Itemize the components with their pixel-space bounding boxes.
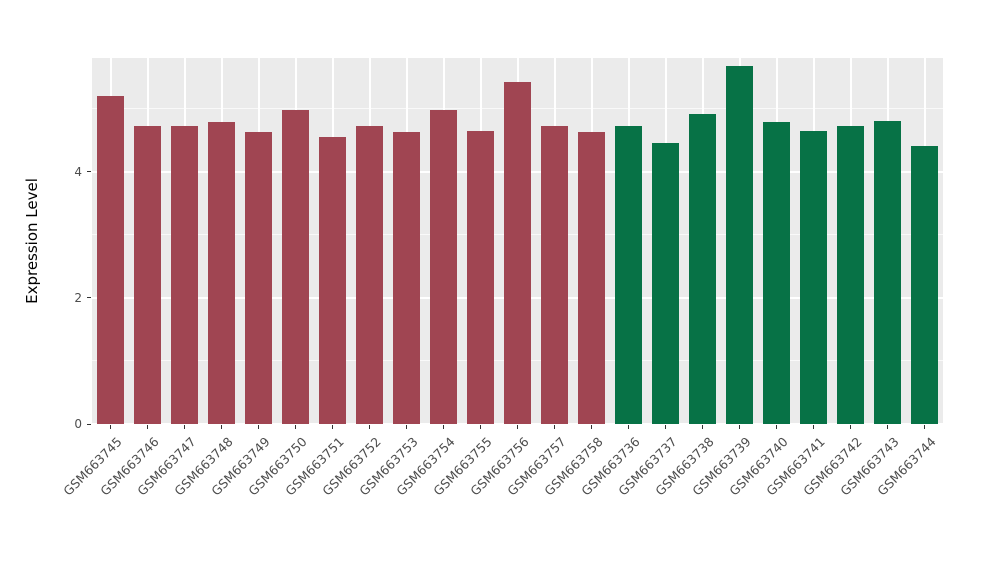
- x-tick-mark: [110, 425, 111, 429]
- x-tick-mark: [295, 425, 296, 429]
- bar-GSM663758: [578, 132, 605, 424]
- x-tick-mark: [554, 425, 555, 429]
- bar-GSM663737: [652, 143, 679, 424]
- x-tick-mark: [591, 425, 592, 429]
- bar-GSM663736: [615, 125, 642, 424]
- x-tick-mark: [147, 425, 148, 429]
- y-tick-label: 4: [74, 164, 82, 179]
- x-tick-mark: [517, 425, 518, 429]
- bar-GSM663739: [726, 65, 753, 424]
- y-tick-mark: [87, 171, 91, 173]
- x-tick-mark: [739, 425, 740, 429]
- y-tick-label: 2: [74, 290, 82, 305]
- bar-GSM663750: [282, 110, 309, 424]
- x-tick-mark: [443, 425, 444, 429]
- bar-GSM663751: [319, 136, 346, 424]
- x-tick-mark: [369, 425, 370, 429]
- x-tick-mark: [332, 425, 333, 429]
- x-tick-mark: [184, 425, 185, 429]
- x-tick-mark: [480, 425, 481, 429]
- bar-GSM663738: [689, 113, 716, 424]
- y-tick-mark: [87, 423, 91, 425]
- bar-GSM663749: [245, 132, 272, 424]
- bar-GSM663742: [837, 125, 864, 424]
- x-tick-mark: [406, 425, 407, 429]
- bar-GSM663752: [356, 125, 383, 424]
- x-tick-mark: [221, 425, 222, 429]
- plot-panel: [92, 58, 943, 425]
- x-tick-mark: [924, 425, 925, 429]
- x-tick-mark: [887, 425, 888, 429]
- bar-GSM663747: [171, 125, 198, 424]
- x-tick-mark: [702, 425, 703, 429]
- bar-GSM663741: [800, 130, 827, 424]
- x-tick-mark: [813, 425, 814, 429]
- y-axis-title: Expression Level: [23, 178, 41, 304]
- bar-GSM663748: [208, 122, 235, 424]
- bar-GSM663753: [393, 132, 420, 424]
- y-tick-label: 0: [74, 417, 82, 431]
- bar-GSM663740: [763, 122, 790, 424]
- x-tick-mark: [850, 425, 851, 429]
- bar-GSM663743: [874, 121, 901, 424]
- gridline-major: [92, 423, 943, 425]
- x-tick-mark: [776, 425, 777, 429]
- bar-GSM663754: [430, 110, 457, 424]
- bar-GSM663746: [134, 126, 161, 424]
- bar-GSM663744: [911, 146, 938, 424]
- x-tick-mark: [628, 425, 629, 429]
- bar-GSM663755: [467, 130, 494, 424]
- y-tick-mark: [87, 297, 91, 299]
- bar-GSM663745: [97, 95, 124, 424]
- x-tick-mark: [665, 425, 666, 429]
- bar-GSM663756: [504, 81, 531, 424]
- bar-GSM663757: [541, 125, 568, 424]
- x-tick-mark: [258, 425, 259, 429]
